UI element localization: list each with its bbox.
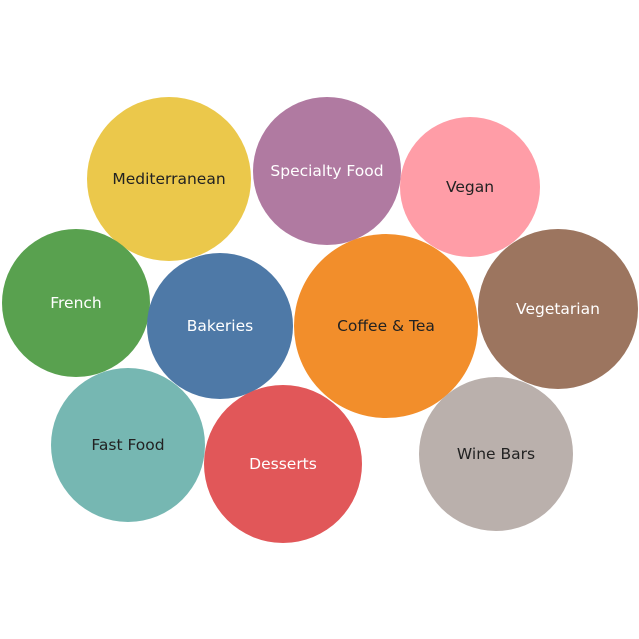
bubble-specialty-food: Specialty Food [253, 97, 401, 245]
bubble-label-vegan: Vegan [446, 178, 494, 196]
bubble-label-specialty-food: Specialty Food [270, 162, 383, 180]
bubble-circle-specialty-food [253, 97, 401, 245]
bubble-label-vegetarian: Vegetarian [516, 300, 600, 318]
bubble-bakeries: Bakeries [147, 253, 293, 399]
bubble-circle-fast-food [51, 368, 205, 522]
bubble-french: French [2, 229, 150, 377]
bubble-vegetarian: Vegetarian [478, 229, 638, 389]
bubble-circle-bakeries [147, 253, 293, 399]
bubble-circle-wine-bars [419, 377, 573, 531]
bubble-label-desserts: Desserts [249, 455, 317, 473]
bubble-label-french: French [50, 294, 102, 312]
bubble-desserts: Desserts [204, 385, 362, 543]
bubble-mediterranean: Mediterranean [87, 97, 251, 261]
bubble-wine-bars: Wine Bars [419, 377, 573, 531]
bubble-vegan: Vegan [400, 117, 540, 257]
bubble-label-fast-food: Fast Food [91, 436, 164, 454]
bubble-circle-mediterranean [87, 97, 251, 261]
bubble-label-mediterranean: Mediterranean [112, 170, 225, 188]
bubble-circle-vegan [400, 117, 540, 257]
bubble-circle-vegetarian [478, 229, 638, 389]
bubble-label-bakeries: Bakeries [187, 317, 253, 335]
bubble-label-wine-bars: Wine Bars [457, 445, 535, 463]
bubble-circle-desserts [204, 385, 362, 543]
bubble-fast-food: Fast Food [51, 368, 205, 522]
bubble-label-coffee-and-tea: Coffee & Tea [337, 317, 435, 335]
bubble-circle-french [2, 229, 150, 377]
bubble-coffee-and-tea: Coffee & Tea [294, 234, 478, 418]
bubble-circle-coffee-and-tea [294, 234, 478, 418]
